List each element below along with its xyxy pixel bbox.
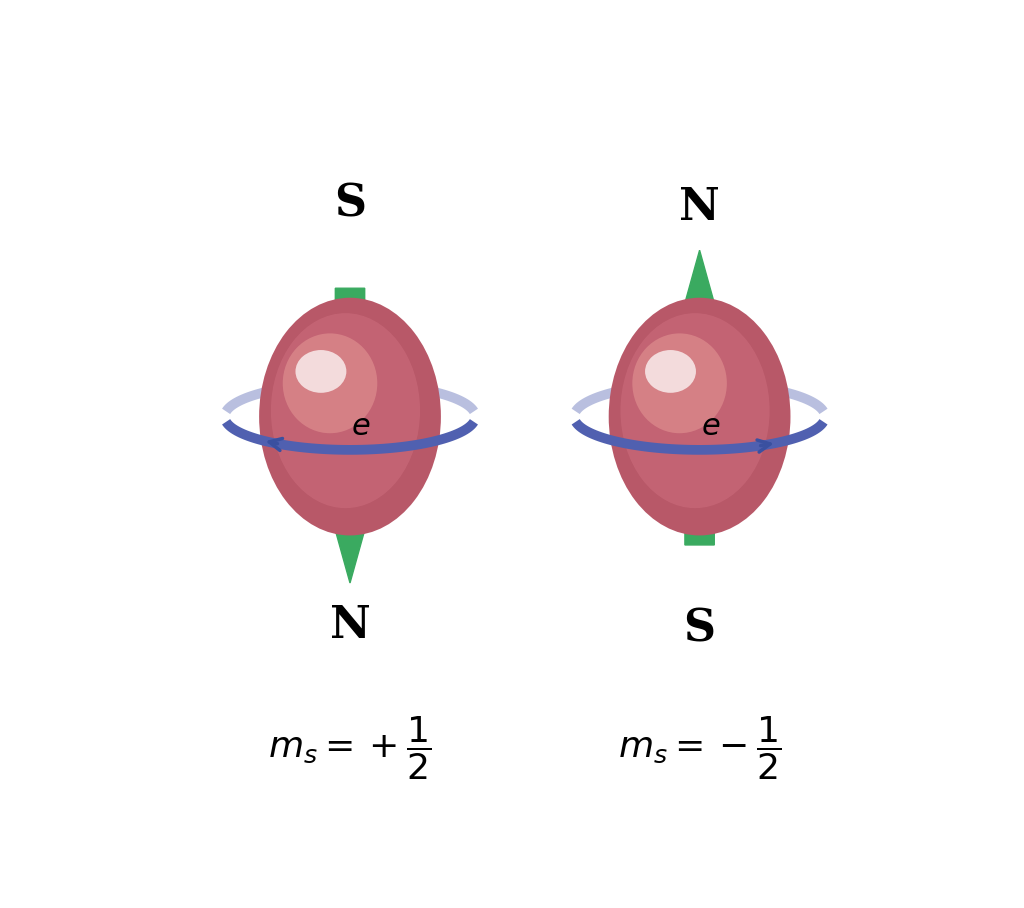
- Ellipse shape: [296, 350, 346, 393]
- Ellipse shape: [645, 350, 696, 393]
- Text: $m_s = +\dfrac{1}{2}$: $m_s = +\dfrac{1}{2}$: [268, 715, 431, 783]
- Text: S: S: [684, 607, 716, 651]
- Text: e: e: [351, 411, 371, 440]
- Text: $m_s = -\dfrac{1}{2}$: $m_s = -\dfrac{1}{2}$: [618, 715, 781, 783]
- Text: N: N: [679, 186, 720, 229]
- Text: S: S: [334, 183, 366, 225]
- Ellipse shape: [608, 298, 791, 536]
- Ellipse shape: [621, 313, 770, 508]
- Text: N: N: [330, 604, 371, 647]
- Ellipse shape: [271, 313, 420, 508]
- FancyArrow shape: [674, 251, 726, 545]
- FancyArrow shape: [324, 288, 376, 583]
- Ellipse shape: [633, 333, 727, 433]
- Ellipse shape: [259, 298, 441, 536]
- Text: e: e: [701, 411, 720, 440]
- Ellipse shape: [283, 333, 377, 433]
